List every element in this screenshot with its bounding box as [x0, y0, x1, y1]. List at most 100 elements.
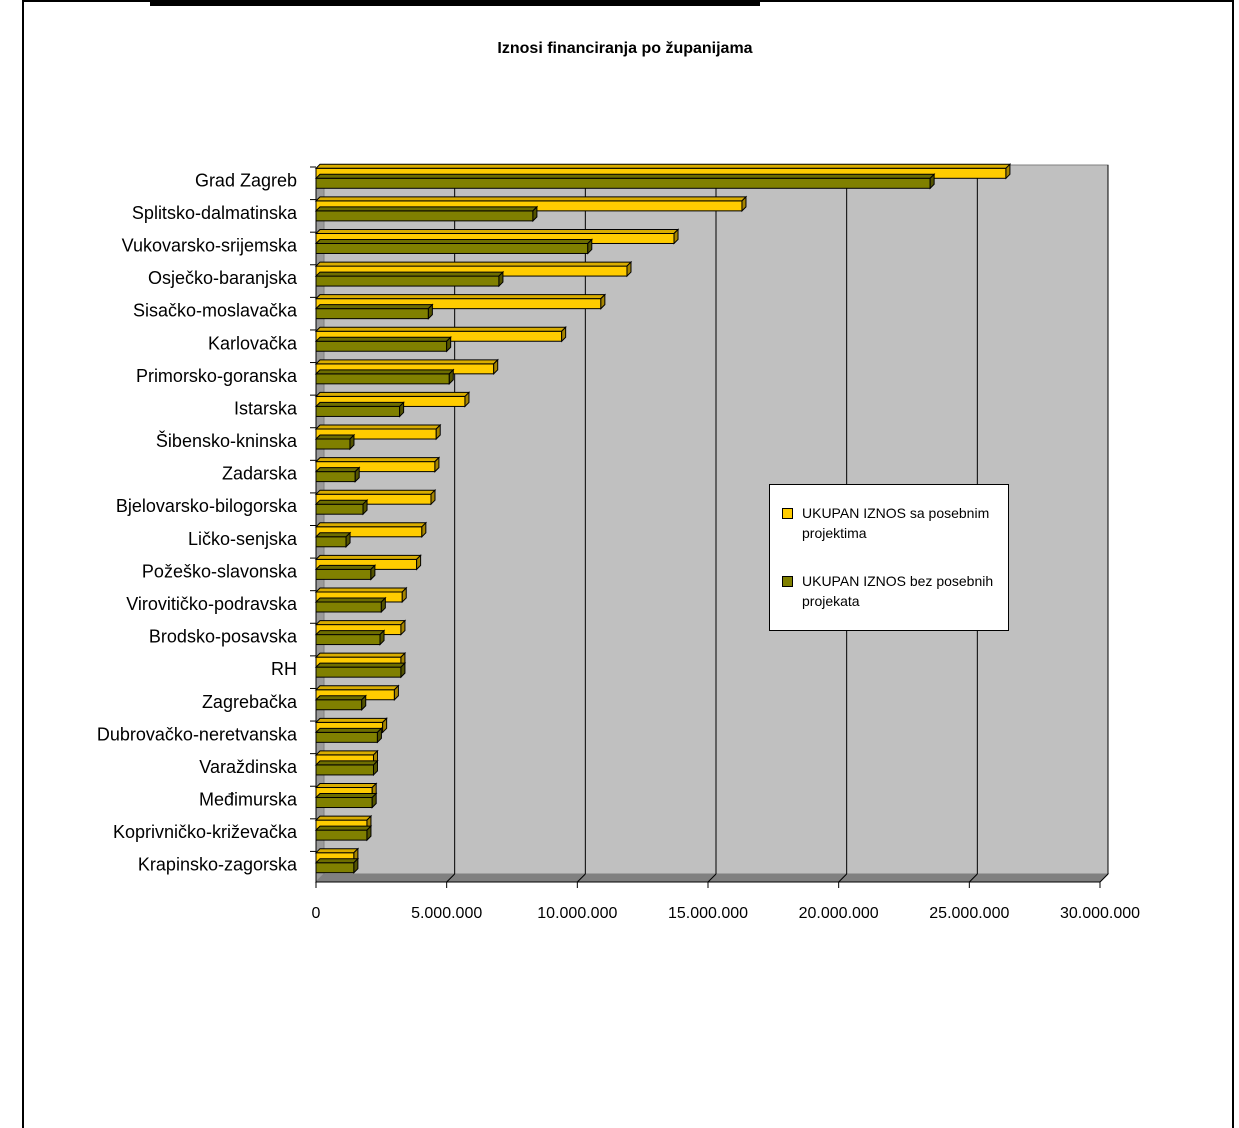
- bar-end-face: [354, 466, 360, 483]
- category-label: Istarska: [234, 398, 298, 418]
- category-label: Virovitičko-podravska: [126, 594, 298, 614]
- bar-without-projects: [315, 503, 364, 515]
- bar-end-face: [427, 303, 433, 320]
- legend-swatch-olive: [782, 576, 793, 587]
- bar-end-face: [366, 824, 372, 842]
- gridline-floor: [838, 873, 848, 883]
- category-label: Ličko-senjska: [188, 529, 298, 549]
- bar-end-face: [587, 238, 593, 255]
- bar-end-face: [362, 498, 368, 516]
- bar-without-projects: [315, 634, 381, 646]
- category-label: Koprivničko-križevačka: [113, 822, 298, 842]
- bar-end-face: [376, 727, 382, 744]
- bar-top-face: [314, 783, 378, 789]
- bar-top-face: [314, 434, 356, 440]
- bar-end-face: [1005, 163, 1011, 180]
- bar-without-projects: [315, 699, 363, 711]
- bar-without-projects: [315, 829, 368, 841]
- legend-item-with-projects: UKUPAN IZNOS sa posebnim projektima: [782, 503, 1002, 543]
- bar-end-face: [382, 717, 388, 734]
- legend-label: UKUPAN IZNOS sa posebnim projektima: [802, 505, 990, 541]
- bar-without-projects: [315, 242, 589, 254]
- bar-top-face: [314, 489, 437, 495]
- bar-end-face: [353, 857, 359, 874]
- x-tick-label: 10.000.000: [537, 905, 617, 922]
- bar-top-face: [314, 261, 633, 267]
- bar-top-face: [314, 238, 593, 244]
- legend: UKUPAN IZNOS sa posebnim projektima UKUP…: [769, 484, 1009, 631]
- bar-top-face: [314, 848, 360, 854]
- bar-end-face: [393, 684, 399, 701]
- category-label: Bjelovarsko-bilogorska: [116, 496, 298, 516]
- category-label: Grad Zagreb: [195, 170, 297, 190]
- bar-end-face: [626, 260, 632, 278]
- bar-end-face: [372, 759, 378, 777]
- bar-end-face: [400, 661, 406, 679]
- x-tick-label: 15.000.000: [668, 905, 748, 922]
- bar-end-face: [349, 433, 355, 451]
- bar-top-face: [314, 499, 369, 505]
- bar-end-face: [929, 173, 935, 190]
- bar-top-face: [314, 727, 383, 733]
- category-label: Međimurska: [199, 790, 298, 810]
- bar-top-face: [314, 662, 407, 668]
- bar-end-face: [493, 358, 499, 376]
- bar-top-face: [314, 294, 607, 300]
- category-label: RH: [271, 659, 297, 679]
- category-label: Osječko-baranjska: [148, 268, 298, 288]
- bar-end-face: [741, 195, 747, 213]
- bar-end-face: [673, 228, 679, 245]
- bar-without-projects: [315, 373, 450, 385]
- bar-top-face: [314, 228, 680, 234]
- x-tick-label: 30.000.000: [1060, 905, 1140, 922]
- bar-end-face: [600, 293, 606, 310]
- category-label: Vukovarsko-srijemska: [122, 235, 298, 255]
- bar-end-face: [345, 531, 351, 549]
- gridline-floor: [1099, 873, 1109, 883]
- bar-top-face: [314, 467, 361, 473]
- bar-without-projects: [315, 797, 373, 809]
- bar-top-face: [314, 304, 434, 310]
- bar-top-face: [314, 196, 748, 202]
- category-label: Šibensko-kninska: [156, 430, 298, 451]
- bar-top-face: [314, 163, 1012, 169]
- bar-top-face: [314, 336, 452, 342]
- bar-without-projects: [315, 666, 402, 678]
- category-label: Požeško-slavonska: [142, 561, 298, 581]
- bar-without-projects: [315, 210, 534, 222]
- bar-without-projects: [315, 438, 351, 450]
- bar-end-face: [532, 205, 538, 223]
- bar-without-projects: [315, 471, 356, 483]
- legend-item-without-projects: UKUPAN IZNOS bez posebnih projekata: [782, 571, 1002, 611]
- bar-top-face: [314, 206, 539, 212]
- category-label: Karlovačka: [208, 333, 298, 353]
- bar-without-projects: [315, 405, 401, 417]
- bar-top-face: [314, 630, 386, 636]
- bar-top-face: [314, 620, 407, 626]
- bar-end-face: [421, 521, 427, 539]
- bar-without-projects: [315, 601, 382, 613]
- bar-without-projects: [315, 862, 355, 874]
- bar-top-face: [314, 369, 455, 375]
- bar-top-face: [314, 401, 405, 407]
- bars: [314, 163, 1012, 874]
- category-label: Zadarska: [222, 464, 298, 484]
- bar-end-face: [371, 792, 377, 809]
- top-border-strip: [150, 0, 760, 6]
- category-labels: Grad Zagreb Splitsko-dalmatinska Vukovarsk…: [97, 166, 316, 875]
- x-tick-label: 0: [312, 905, 321, 922]
- bar-end-face: [380, 596, 386, 614]
- bar-top-face: [314, 359, 499, 365]
- bar-end-face: [399, 401, 405, 418]
- bar-top-face: [314, 793, 378, 799]
- bar-top-face: [314, 685, 400, 691]
- bar-without-projects: [315, 177, 931, 189]
- category-label: Splitsko-dalmatinska: [132, 203, 298, 223]
- bar-end-face: [379, 629, 385, 646]
- bar-top-face: [314, 717, 388, 723]
- bar-without-projects: [315, 568, 372, 580]
- chart-title: Iznosi financiranja po županijama: [497, 40, 753, 57]
- category-label: Brodsko-posavska: [149, 627, 298, 647]
- category-label: Dubrovačko-neretvanska: [97, 724, 298, 744]
- bar-without-projects: [315, 275, 500, 287]
